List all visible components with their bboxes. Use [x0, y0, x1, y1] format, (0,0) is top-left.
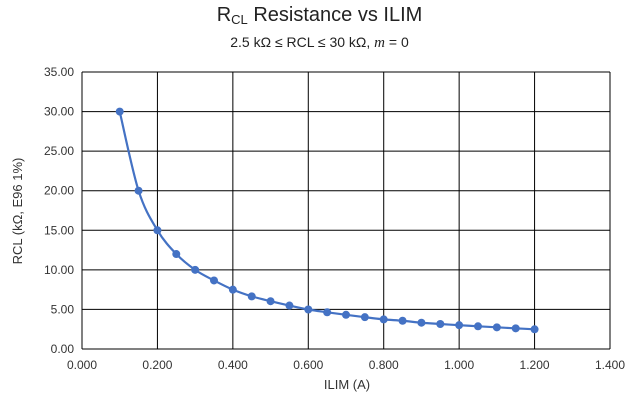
x-tick-label: 1.400 [595, 358, 625, 372]
x-axis-label: ILIM (A) [324, 377, 370, 392]
y-tick-label: 25.00 [44, 144, 74, 158]
data-point [266, 297, 275, 306]
grid-lines [81, 71, 611, 350]
data-point [436, 319, 445, 328]
x-tick-label: 0.800 [369, 358, 399, 372]
y-tick-label: 5.00 [51, 302, 75, 316]
data-point [492, 323, 501, 332]
data-point [134, 186, 143, 195]
subtitle-variable: m [374, 35, 386, 51]
data-point [511, 324, 520, 333]
data-point [153, 226, 162, 235]
x-tick-label: 0.600 [293, 358, 323, 372]
data-point [417, 318, 426, 327]
data-point [474, 322, 482, 331]
data-point [323, 308, 332, 317]
x-tick-labels: 0.000 0.200 0.400 0.600 0.800 1.000 1.200 1.400 [67, 358, 625, 372]
y-tick-label: 10.00 [44, 263, 74, 277]
data-point [228, 285, 237, 294]
data-point [455, 321, 464, 330]
data-point [210, 276, 218, 285]
x-tick-label: 1.200 [520, 358, 550, 372]
data-point [285, 301, 294, 310]
data-point [115, 107, 124, 116]
y-tick-label: 35.00 [44, 65, 74, 79]
y-tick-label: 20.00 [44, 184, 74, 198]
data-point [398, 316, 407, 325]
x-tick-label: 0.200 [142, 358, 172, 372]
x-tick-label: 0.400 [218, 358, 248, 372]
data-point [304, 305, 313, 314]
data-point [172, 250, 181, 259]
data-point [379, 315, 388, 324]
data-point [191, 265, 200, 274]
data-point [247, 292, 256, 301]
y-tick-label: 30.00 [44, 105, 74, 119]
data-points [115, 107, 539, 334]
x-tick-label: 1.000 [444, 358, 474, 372]
data-point [342, 310, 350, 319]
data-point [360, 313, 369, 322]
chart-subtitle: 2.5 kΩ ≤ RCL ≤ 30 kΩ, m = 0 [230, 34, 409, 51]
chart-title-subscript: CL [231, 12, 248, 27]
y-tick-label: 15.00 [44, 223, 74, 237]
data-point [530, 325, 539, 334]
chart-title: RCL Resistance vs ILIM [216, 4, 423, 27]
series-line [118, 111, 535, 331]
x-tick-label: 0.000 [67, 358, 97, 372]
y-tick-labels: 0.00 5.00 10.00 15.00 20.00 25.00 30.00 35.00 [44, 65, 74, 356]
y-axis-label: RCL (kΩ, E96 1%) [10, 158, 25, 265]
y-tick-label: 0.00 [51, 342, 75, 356]
